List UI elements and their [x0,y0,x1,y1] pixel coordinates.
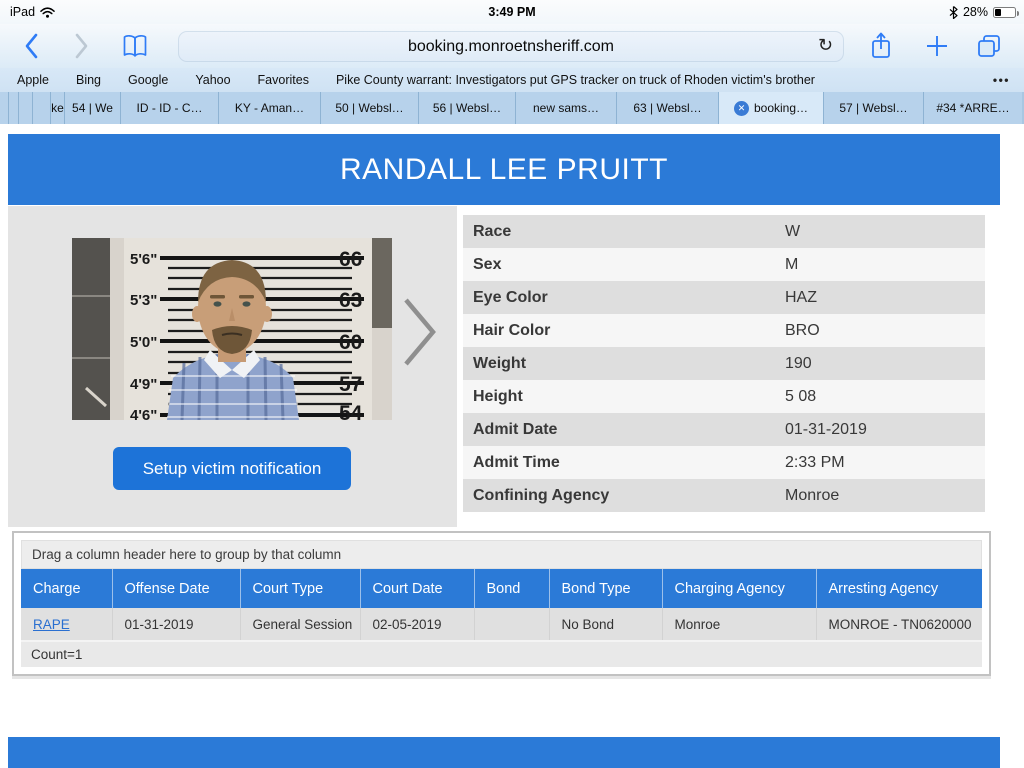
column-header-charging-agency[interactable]: Charging Agency [662,569,817,608]
tab-63-websl[interactable]: 63 | Websl… [616,92,718,124]
cell-offense-date: 01-31-2019 [112,608,241,640]
tab-ke[interactable]: ke [50,92,64,124]
column-header-court-type[interactable]: Court Type [240,569,361,608]
new-tab-button[interactable] [922,31,952,61]
group-by-drop-zone[interactable]: Drag a column header here to group by th… [21,540,982,569]
bookmark-favorites[interactable]: Favorites [257,73,309,87]
battery-percent: 28% [962,5,988,19]
cell-arresting-agency: MONROE - TN0620000 [816,608,982,640]
cell-bond-type: No Bond [549,608,663,640]
column-header-arresting-agency[interactable]: Arresting Agency [816,569,982,608]
cell-charging-agency: Monroe [662,608,817,640]
tab-56-websl[interactable]: 56 | Websl… [418,92,515,124]
column-header-bond[interactable]: Bond [474,569,550,608]
column-header-offense-date[interactable]: Offense Date [112,569,241,608]
bluetooth-icon [949,5,958,19]
page-footer-bar [8,737,1000,768]
reload-icon[interactable]: ↻ [817,35,833,55]
grid-count-footer: Count=1 [21,640,982,667]
tab-bar: ke 54 | We ID - ID - C… KY - Aman… 50 | … [0,92,1024,124]
bookmark-pike-county[interactable]: Pike County warrant: Investigators put G… [335,73,815,87]
share-button[interactable] [866,31,896,61]
mugshot-photo [72,238,392,420]
tab-collapsed[interactable] [8,92,18,124]
column-header-bond-type[interactable]: Bond Type [549,569,663,608]
detail-row-admit-date: Admit Date 01-31-2019 [463,413,985,446]
detail-row-hair-color: Hair Color BRO [463,314,985,347]
tab-collapsed[interactable] [0,92,8,124]
grid-header-row: Charge Offense Date Court Type Court Dat… [21,569,982,608]
clock: 3:49 PM [488,5,536,19]
tab-collapsed[interactable] [18,92,32,124]
detail-row-race: Race W [463,215,985,248]
tab-34-arre[interactable]: #34 *ARRE… [923,92,1022,124]
back-button[interactable] [16,31,46,61]
tab-booking-active[interactable]: ✕ booking… [718,92,823,124]
page-title-bar: RANDALL LEE PRUITT [8,134,1000,205]
url-bar[interactable]: booking.monroetnsheriff.com ↻ [178,31,844,62]
mugshot-panel: Setup victim notification [8,206,457,527]
battery-icon [993,6,1019,18]
tab-ky-aman[interactable]: KY - Aman… [218,92,320,124]
bookmark-bing[interactable]: Bing [75,73,102,87]
tab-57-websl[interactable]: 57 | Websl… [823,92,923,124]
cell-court-date: 02-05-2019 [360,608,475,640]
bookmarks-bar: Apple Bing Google Yahoo Favorites Pike C… [0,68,1024,92]
detail-row-weight: Weight 190 [463,347,985,380]
cell-bond [474,608,550,640]
tab-collapsed[interactable] [32,92,50,124]
status-bar: iPad 3:49 PM 28% [0,0,1024,24]
detail-row-height: Height 5 08 [463,380,985,413]
setup-victim-notification-button[interactable]: Setup victim notification [113,447,351,490]
close-icon[interactable]: ✕ [733,100,749,116]
bookmark-apple[interactable]: Apple [17,73,49,87]
page-title: RANDALL LEE PRUITT [340,152,668,186]
charge-row: RAPE 01-31-2019 General Session 02-05-20… [21,608,982,640]
column-header-charge[interactable]: Charge [21,569,113,608]
next-photo-button[interactable] [400,294,440,370]
bookmarks-button[interactable] [120,31,150,61]
inmate-details-table: Race W Sex M Eye Color HAZ Hair Color BRO We… [463,215,985,512]
detail-row-admit-time: Admit Time 2:33 PM [463,446,985,479]
tab-50-websl[interactable]: 50 | Websl… [320,92,418,124]
detail-row-confining-agency: Confining Agency Monroe [463,479,985,512]
bookmark-yahoo[interactable]: Yahoo [195,73,231,87]
tab-id-id-c[interactable]: ID - ID - C… [120,92,218,124]
bookmark-google[interactable]: Google [128,73,169,87]
cell-charge: RAPE [21,608,113,640]
detail-row-eye-color: Eye Color HAZ [463,281,985,314]
wifi-icon [40,6,55,18]
browser-toolbar: booking.monroetnsheriff.com ↻ [0,24,1024,68]
column-header-court-date[interactable]: Court Date [360,569,475,608]
charges-grid: Drag a column header here to group by th… [12,531,991,676]
carrier-label: iPad [10,5,36,19]
tab-54-web[interactable]: 54 | We [64,92,120,124]
detail-row-sex: Sex M [463,248,985,281]
tab-overview-button[interactable] [974,31,1004,61]
url-text: booking.monroetnsheriff.com [407,37,615,55]
forward-button[interactable] [66,31,96,61]
charge-link[interactable]: RAPE [33,616,70,632]
more-icon[interactable]: ••• [992,73,1010,87]
tab-new-sams[interactable]: new sams… [515,92,616,124]
cell-court-type: General Session [240,608,361,640]
